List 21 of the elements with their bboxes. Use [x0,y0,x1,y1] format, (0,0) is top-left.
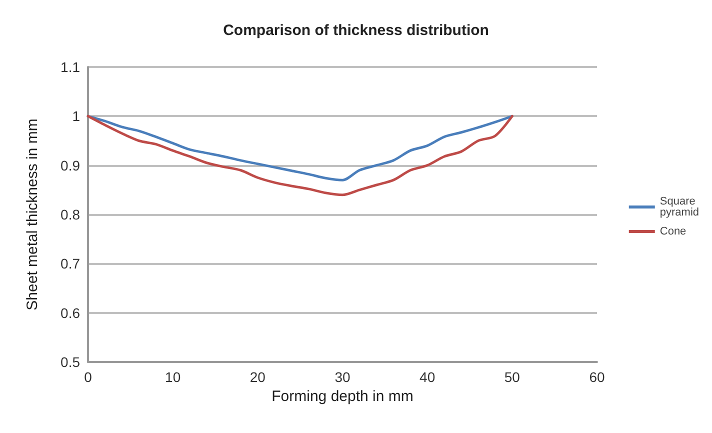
x-tick-label: 30 [334,369,350,385]
x-tick-label: 60 [589,369,605,385]
x-tick-label: 10 [165,369,181,385]
x-tick-label: 40 [420,369,436,385]
line-series [86,114,514,196]
y-tick-label: 0.7 [60,256,80,272]
x-axis-title: Forming depth in mm [272,388,414,405]
y-tick-label: 0.8 [60,206,80,222]
legend-label: Square pyramid [660,196,699,218]
y-tick-label: 0.5 [60,354,80,370]
line-series [86,114,514,182]
y-tick-label: 0.6 [60,304,80,321]
y-tick-label: 0.9 [60,157,80,174]
legend-label: Cone [660,226,686,238]
x-tick-label: 50 [504,369,520,385]
y-axis-title: Sheet metal thickness in mm [24,118,41,310]
y-tick-label: 1.1 [60,59,80,75]
x-tick-label: 0 [84,369,92,385]
y-tick-label: 1 [72,108,80,124]
x-tick-label: 20 [250,369,266,385]
chart-title: Comparison of thickness distribution [223,22,489,39]
